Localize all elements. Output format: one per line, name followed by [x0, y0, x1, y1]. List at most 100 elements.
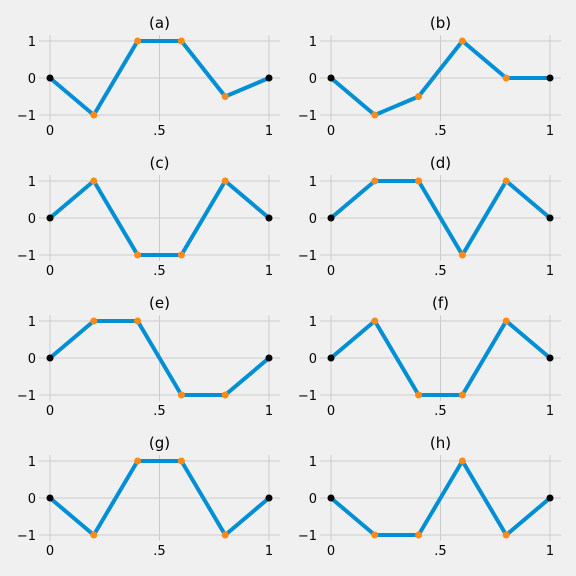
x-tick-label: 1: [265, 124, 273, 139]
endpoint-marker: [546, 494, 554, 502]
x-tick-label: 0: [46, 124, 54, 139]
data-point-marker: [502, 74, 510, 82]
y-tick-label: 1: [309, 455, 317, 470]
data-point-marker: [177, 37, 185, 45]
series-line: [329, 179, 552, 257]
y-tick-label: −1: [17, 529, 36, 544]
endpoint-marker: [46, 214, 54, 222]
subplot-h: (h) 0 .5 1 1 0 −1: [298, 434, 561, 559]
endpoint-marker: [46, 74, 54, 82]
data-point-marker: [177, 391, 185, 399]
data-point-marker: [371, 317, 379, 325]
x-tick-label: 1: [265, 264, 273, 279]
endpoint-marker: [327, 214, 335, 222]
data-point-marker: [221, 177, 229, 185]
y-tick-label: −1: [298, 109, 317, 124]
endpoint-marker: [265, 74, 273, 82]
data-point-marker: [502, 531, 510, 539]
y-tick-label: −1: [298, 529, 317, 544]
x-tick-label: 1: [546, 264, 554, 279]
x-tick-label: .5: [434, 264, 446, 279]
x-tick-label: 0: [327, 544, 335, 559]
subplot-title: (b): [430, 14, 451, 32]
x-tick-label: 0: [46, 264, 54, 279]
x-tick-label: .5: [434, 544, 446, 559]
subplot-c: (c) 0 .5 1 1 0 −1: [17, 154, 280, 279]
data-point-marker: [90, 177, 98, 185]
y-tick-label: 0: [309, 352, 317, 367]
endpoint-marker: [546, 74, 554, 82]
data-point-marker: [177, 251, 185, 259]
x-tick-label: 1: [265, 404, 273, 419]
y-tick-label: −1: [17, 109, 36, 124]
x-tick-label: .5: [153, 264, 165, 279]
data-point-marker: [458, 251, 466, 259]
y-tick-label: 0: [309, 492, 317, 507]
series-line: [329, 459, 552, 537]
data-point-marker: [90, 531, 98, 539]
data-point-marker: [458, 457, 466, 465]
x-tick-label: .5: [434, 404, 446, 419]
series-line: [48, 459, 271, 537]
subplot-title: (c): [150, 154, 170, 172]
y-tick-label: 1: [28, 175, 36, 190]
x-tick-label: .5: [153, 124, 165, 139]
y-tick-label: 0: [28, 212, 36, 227]
y-tick-label: 0: [28, 72, 36, 87]
data-point-marker: [371, 177, 379, 185]
data-point-marker: [221, 391, 229, 399]
series-line: [329, 319, 552, 397]
data-point-marker: [458, 37, 466, 45]
y-tick-label: 1: [309, 175, 317, 190]
x-tick-label: 1: [546, 404, 554, 419]
subplot-title: (a): [149, 14, 170, 32]
x-tick-label: 1: [265, 544, 273, 559]
y-tick-label: 0: [28, 352, 36, 367]
data-point-marker: [221, 531, 229, 539]
y-tick-label: 1: [309, 35, 317, 50]
data-point-marker: [415, 177, 423, 185]
endpoint-marker: [46, 494, 54, 502]
data-point-marker: [90, 111, 98, 119]
x-tick-label: 0: [327, 264, 335, 279]
x-tick-label: .5: [153, 544, 165, 559]
y-tick-label: 0: [309, 212, 317, 227]
endpoint-marker: [546, 354, 554, 362]
subplot-title: (h): [430, 434, 451, 452]
data-point-marker: [134, 457, 142, 465]
data-point-marker: [502, 177, 510, 185]
subplot-b: (b) 0 .5 1 1 0 −1: [298, 14, 561, 139]
x-tick-label: 1: [546, 124, 554, 139]
series-line: [48, 179, 271, 257]
endpoint-marker: [265, 494, 273, 502]
data-point-marker: [458, 391, 466, 399]
y-tick-label: −1: [298, 389, 317, 404]
y-tick-label: −1: [17, 249, 36, 264]
x-tick-label: 0: [46, 544, 54, 559]
data-point-marker: [371, 531, 379, 539]
endpoint-marker: [327, 74, 335, 82]
subplot-title: (g): [149, 434, 170, 452]
x-tick-label: 0: [327, 124, 335, 139]
y-tick-label: 1: [28, 315, 36, 330]
x-tick-label: 1: [546, 544, 554, 559]
subplot-a: (a) 0 .5 1 1 0 −1: [17, 14, 280, 139]
y-tick-label: −1: [17, 389, 36, 404]
subplot-f: (f) 0 .5 1 1 0 −1: [298, 294, 561, 419]
endpoint-marker: [327, 494, 335, 502]
subplot-e: (e) 0 .5 1 1 0 −1: [17, 294, 280, 419]
series-line: [48, 319, 271, 397]
y-tick-label: 1: [309, 315, 317, 330]
subplot-title: (d): [430, 154, 451, 172]
endpoint-marker: [46, 354, 54, 362]
data-point-marker: [134, 37, 142, 45]
y-tick-label: 0: [309, 72, 317, 87]
endpoint-marker: [265, 354, 273, 362]
subplot-title: (f): [432, 294, 449, 312]
x-tick-label: .5: [153, 404, 165, 419]
y-tick-label: 1: [28, 455, 36, 470]
data-point-marker: [134, 251, 142, 259]
endpoint-marker: [265, 214, 273, 222]
data-point-marker: [371, 111, 379, 119]
